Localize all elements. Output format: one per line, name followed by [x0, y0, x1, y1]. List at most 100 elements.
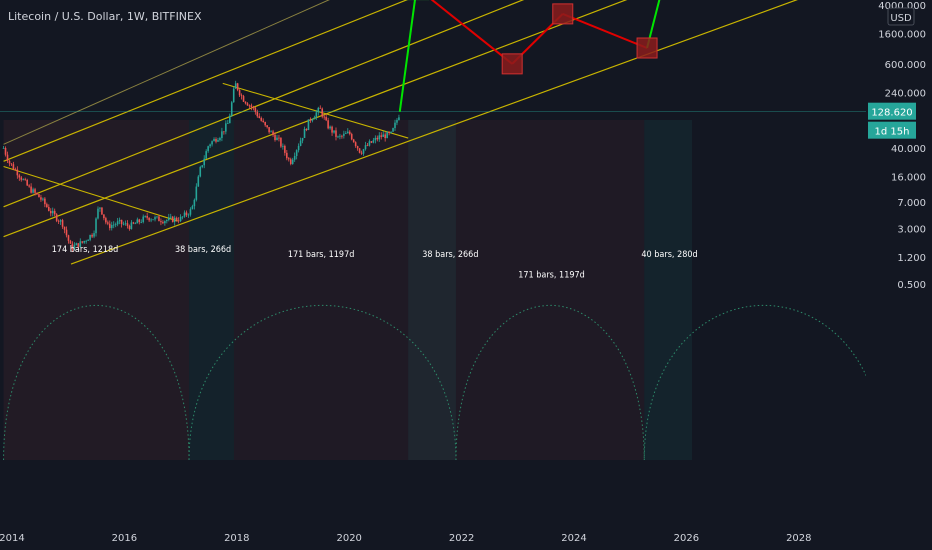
candle-body	[30, 186, 32, 193]
channel-line-1	[3, 0, 525, 208]
candle-body	[136, 219, 139, 224]
projection-box-high	[552, 3, 574, 25]
candle-body	[396, 120, 398, 123]
cycle-annotation: 174 bars, 1218d	[52, 245, 119, 255]
y-tick-label: 1.200	[897, 253, 926, 264]
y-tick-label: 4000.000	[878, 1, 926, 12]
x-tick-label: 2018	[224, 533, 249, 544]
candle-body	[103, 214, 105, 219]
outer-channel-line	[3, 0, 330, 145]
candle-body	[42, 198, 44, 200]
candle-body	[309, 119, 312, 121]
candle-body	[266, 125, 268, 128]
candle-body	[173, 217, 176, 223]
candle-body	[305, 128, 308, 131]
candle-body	[293, 156, 296, 160]
candle-body	[380, 135, 383, 137]
candle-body	[256, 111, 259, 117]
y-tick-label: 3.000	[897, 224, 926, 235]
countdown-badge	[868, 121, 916, 139]
candle-body	[138, 219, 141, 223]
candle-body	[350, 134, 353, 140]
candle-body	[272, 131, 274, 135]
candle-body	[38, 194, 40, 198]
candle-body	[303, 128, 306, 138]
cycle-annotation: 40 bars, 280d	[641, 250, 697, 260]
candle-body	[34, 189, 36, 193]
last-price-badge[interactable]	[868, 102, 916, 120]
last-price-value: 128.620	[871, 108, 912, 119]
candle-body	[207, 146, 209, 152]
candle-body	[175, 217, 178, 221]
candle-body	[6, 154, 9, 161]
candle-body	[390, 131, 392, 133]
candle-body	[217, 140, 219, 142]
candle-body	[286, 152, 288, 159]
candle-body	[89, 234, 91, 240]
candle-body	[59, 220, 62, 222]
candle-body	[85, 240, 87, 242]
candle-body	[75, 243, 78, 246]
candle-body	[392, 128, 394, 132]
candle-body	[142, 216, 145, 222]
cycle-arc-3	[643, 304, 884, 461]
currency-label: USD	[890, 13, 912, 24]
candle-body	[240, 95, 243, 97]
candle-body	[77, 243, 80, 248]
candle-body	[152, 219, 154, 221]
candle-body	[179, 216, 182, 222]
trend-line-0	[3, 165, 178, 222]
channel-line-2	[3, 0, 628, 238]
candle-body	[49, 210, 52, 214]
candle-body	[327, 120, 329, 129]
candle-body	[264, 122, 266, 126]
candle-body	[258, 116, 261, 118]
candle-body	[156, 216, 158, 218]
candle-body	[382, 134, 385, 137]
candle-body	[274, 134, 276, 141]
candle-body	[187, 214, 190, 216]
time-zone-4	[455, 120, 645, 460]
projection-box-low	[501, 53, 523, 75]
candle-body	[79, 241, 82, 248]
candle-body	[329, 126, 331, 129]
candle-body	[28, 185, 30, 187]
candle-body	[99, 207, 101, 209]
candle-body	[378, 135, 381, 140]
candle-body	[40, 197, 42, 200]
candle-body	[346, 131, 349, 134]
candle-body	[20, 177, 23, 180]
candle-body	[132, 222, 135, 224]
candle-body	[335, 130, 337, 137]
candle-body	[246, 103, 249, 106]
cycle-annotation: 171 bars, 1197d	[288, 250, 355, 260]
candle-body	[183, 212, 186, 217]
candle-body	[313, 117, 316, 120]
candle-body	[297, 145, 300, 151]
candle-body	[384, 134, 386, 139]
candle-body	[83, 240, 86, 243]
candle-body	[311, 119, 314, 121]
candle-body	[97, 208, 99, 219]
candle-body	[372, 140, 375, 143]
candle-body	[280, 138, 282, 147]
x-tick-label: 2020	[336, 533, 361, 544]
candle-body	[364, 145, 367, 150]
candle-body	[362, 149, 365, 154]
candle-body	[244, 101, 247, 104]
candle-body	[164, 221, 166, 224]
countdown-value: 1d 15h	[875, 127, 910, 138]
candle-body	[169, 216, 172, 218]
candle-body	[191, 206, 194, 210]
candle-body	[91, 234, 93, 237]
cycle-arc-1	[188, 305, 457, 461]
candle-body	[166, 220, 168, 222]
channel-line-0	[3, 0, 408, 162]
y-tick-label: 16.000	[891, 172, 926, 183]
candle-body	[171, 216, 174, 223]
projection-segment-3	[562, 12, 648, 49]
candle-body	[160, 221, 162, 223]
candle-body	[69, 240, 72, 244]
candle-body	[51, 210, 54, 214]
